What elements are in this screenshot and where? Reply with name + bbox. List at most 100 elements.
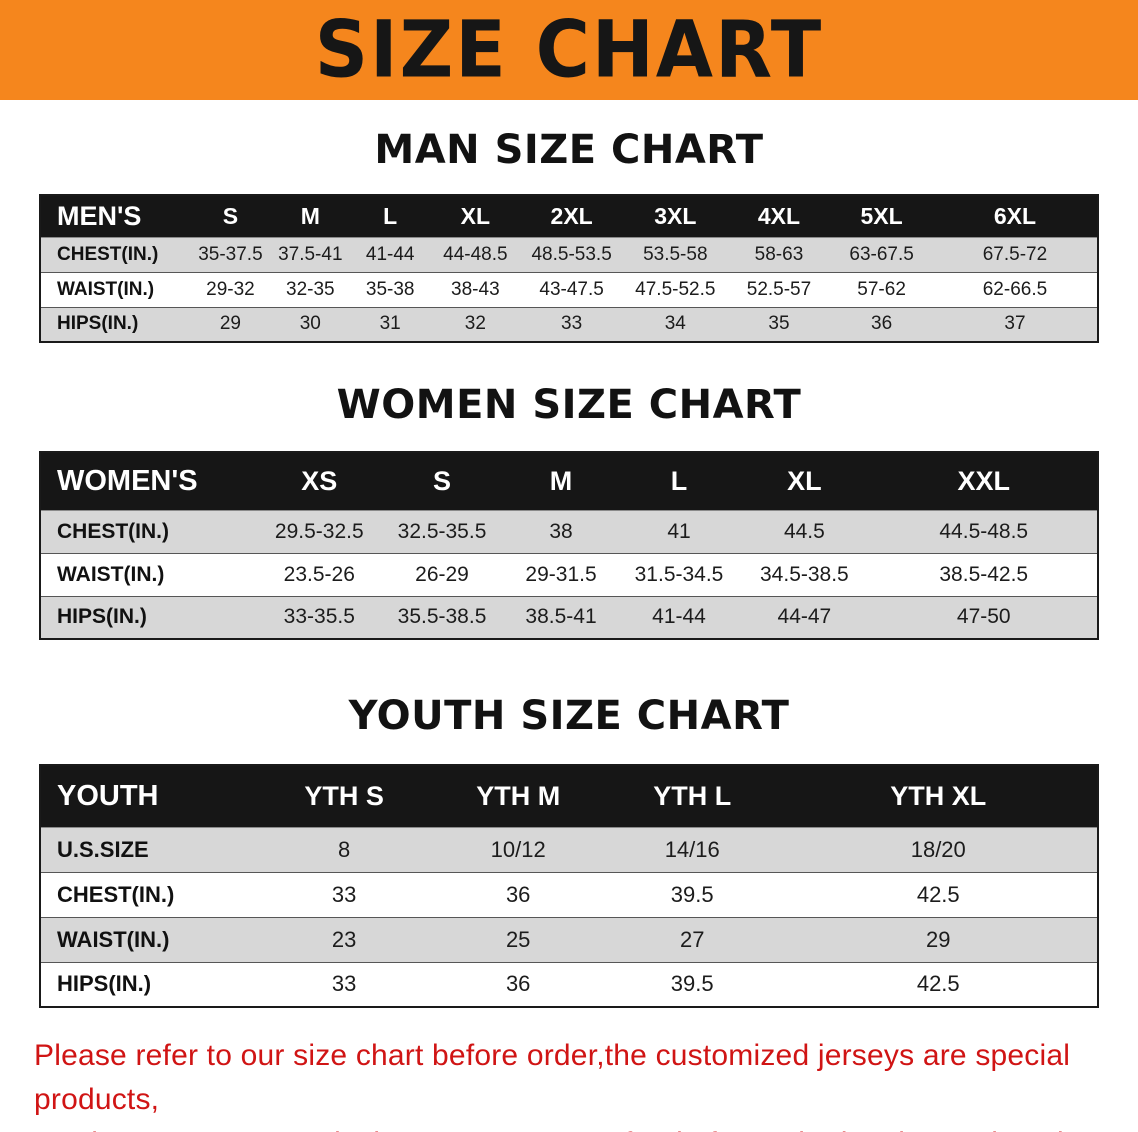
measurement-label: U.S.SIZE (57, 836, 149, 862)
size-value: 34.5-38.5 (760, 562, 849, 586)
measurement-label: WAIST(IN.) (57, 278, 155, 300)
size-value: 36 (505, 881, 531, 907)
size-value: 10/12 (490, 836, 546, 862)
measurement-label: HIPS(IN.) (57, 605, 147, 629)
size-value: 47-50 (956, 605, 1011, 629)
size-value: 38.5-42.5 (939, 562, 1029, 586)
size-value: 44.5-48.5 (939, 519, 1029, 543)
size-column-header: 5XL (830, 195, 933, 237)
youth-section-heading: YOUTH SIZE CHART (348, 693, 790, 739)
size-value: 31 (379, 313, 401, 335)
measurement-row: WAIST(IN.) 23 25 27 29 (40, 917, 1098, 962)
size-value: 32-35 (286, 278, 335, 300)
size-value: 63-67.5 (849, 243, 914, 265)
disclaimer-line-1: Please refer to our size chart before or… (34, 1039, 1071, 1116)
size-value: 48.5-53.5 (531, 243, 612, 265)
size-value: 41-44 (365, 243, 415, 265)
size-value: 29-32 (206, 278, 255, 300)
size-column-header: XS (256, 452, 382, 510)
size-column-header: S (190, 195, 271, 237)
header-row: WOMEN'S XS S M L XL XXL (40, 452, 1098, 510)
measurement-row: CHEST(IN.) 33 36 39.5 42.5 (40, 872, 1098, 917)
measurement-row: HIPS(IN.) 33-35.5 35.5-38.5 38.5-41 41-44 44-… (40, 596, 1098, 639)
size-column-header: XL (430, 195, 521, 237)
measurement-label: CHEST(IN.) (57, 881, 175, 907)
size-value: 23 (331, 926, 357, 952)
size-value: 57-62 (857, 278, 906, 300)
size-value: 53.5-58 (643, 243, 708, 265)
size-value: 33 (561, 313, 583, 335)
size-value: 35-38 (365, 278, 415, 300)
size-value: 37.5-41 (278, 243, 343, 265)
size-value: 35-37.5 (198, 243, 263, 265)
size-value: 29.5-32.5 (274, 519, 364, 543)
size-value: 33 (331, 971, 357, 997)
size-value: 29 (926, 926, 951, 952)
size-column-header: YTH L (604, 765, 780, 827)
size-value: 14/16 (664, 836, 720, 862)
table-name-cell: YOUTH (40, 765, 257, 827)
measurement-row: CHEST(IN.) 29.5-32.5 32.5-35.5 38 41 44.5 44.5… (40, 510, 1098, 553)
size-value: 8 (338, 836, 351, 862)
size-value: 31.5-34.5 (634, 562, 724, 586)
size-column-header: 3XL (622, 195, 728, 237)
size-column-header: XL (738, 452, 871, 510)
size-column-header: L (619, 452, 739, 510)
header-row: YOUTH YTH S YTH M YTH L YTH XL (40, 765, 1098, 827)
measurement-row: HIPS(IN.) 33 36 39.5 42.5 (40, 962, 1098, 1007)
size-value: 38 (549, 519, 573, 543)
size-value: 44-47 (777, 605, 832, 629)
size-value: 38.5-41 (525, 605, 597, 629)
size-value: 35.5-38.5 (397, 605, 487, 629)
youth-section: YOUTH SIZE CHART YOUTH YTH S YTH M YTH L YTH… (0, 692, 1138, 1008)
size-value: 39.5 (670, 881, 714, 907)
size-value: 43-47.5 (539, 278, 604, 300)
men-section-heading: MAN SIZE CHART (374, 127, 764, 173)
measurement-row: CHEST(IN.) 35-37.5 37.5-41 41-44 44-48.5 48.5… (40, 237, 1098, 272)
size-value: 32.5-35.5 (397, 519, 487, 543)
measurement-label: CHEST(IN.) (57, 243, 159, 265)
men-section: MAN SIZE CHART MEN'S S M L XL 2XL 3XL 4XL 5XL 6XL… (0, 126, 1138, 343)
size-value: 29-31.5 (525, 562, 597, 586)
size-value: 32 (464, 313, 486, 335)
size-value: 52.5-57 (746, 278, 812, 300)
page-title: SIZE CHART (314, 4, 824, 96)
measurement-row: HIPS(IN.) 29 30 31 32 33 34 35 36 37 (40, 307, 1098, 342)
measurement-label: WAIST(IN.) (57, 562, 165, 586)
measurement-label: WAIST(IN.) (57, 926, 170, 952)
size-value: 33 (331, 881, 357, 907)
size-column-header: 4XL (727, 195, 831, 237)
measurement-row: WAIST(IN.) 29-32 32-35 35-38 38-43 43-47.5 47.… (40, 272, 1098, 307)
size-value: 38-43 (451, 278, 500, 300)
size-column-header: YTH S (256, 765, 432, 827)
size-value: 36 (505, 971, 531, 997)
size-value: 44-48.5 (443, 243, 508, 265)
size-value: 42.5 (916, 881, 960, 907)
women-section-heading: WOMEN SIZE CHART (336, 382, 802, 428)
size-value: 26-29 (415, 562, 469, 586)
size-value: 42.5 (916, 971, 960, 997)
size-column-header: M (502, 452, 620, 510)
size-column-header: 2XL (520, 195, 623, 237)
size-value: 67.5-72 (982, 243, 1048, 265)
header-row: MEN'S S M L XL 2XL 3XL 4XL 5XL 6XL (40, 195, 1098, 237)
disclaimer: Please refer to our size chart before or… (0, 1034, 1138, 1132)
disclaimer-line-2: we don't accept cancel, change, teturn o… (34, 1122, 1118, 1132)
size-value: 33-35.5 (283, 605, 355, 629)
table-name-cell: MEN'S (40, 195, 191, 237)
measurement-label: CHEST(IN.) (57, 519, 169, 543)
size-value: 27 (679, 926, 705, 952)
youth-size-table: YOUTH YTH S YTH M YTH L YTH XL U.S.SIZE 8 10/12… (39, 764, 1099, 1008)
size-value: 39.5 (670, 971, 714, 997)
size-column-header: YTH XL (779, 765, 1098, 827)
size-value: 44.5 (783, 519, 825, 543)
size-value: 30 (299, 313, 321, 335)
measurement-label: HIPS(IN.) (57, 971, 152, 997)
size-column-header: XXL (870, 452, 1098, 510)
size-value: 23.5-26 (283, 562, 355, 586)
banner: SIZE CHART (0, 0, 1138, 100)
size-value: 47.5-52.5 (635, 278, 716, 300)
measurement-row: U.S.SIZE 8 10/12 14/16 18/20 (40, 827, 1098, 872)
size-value: 29 (219, 313, 241, 335)
